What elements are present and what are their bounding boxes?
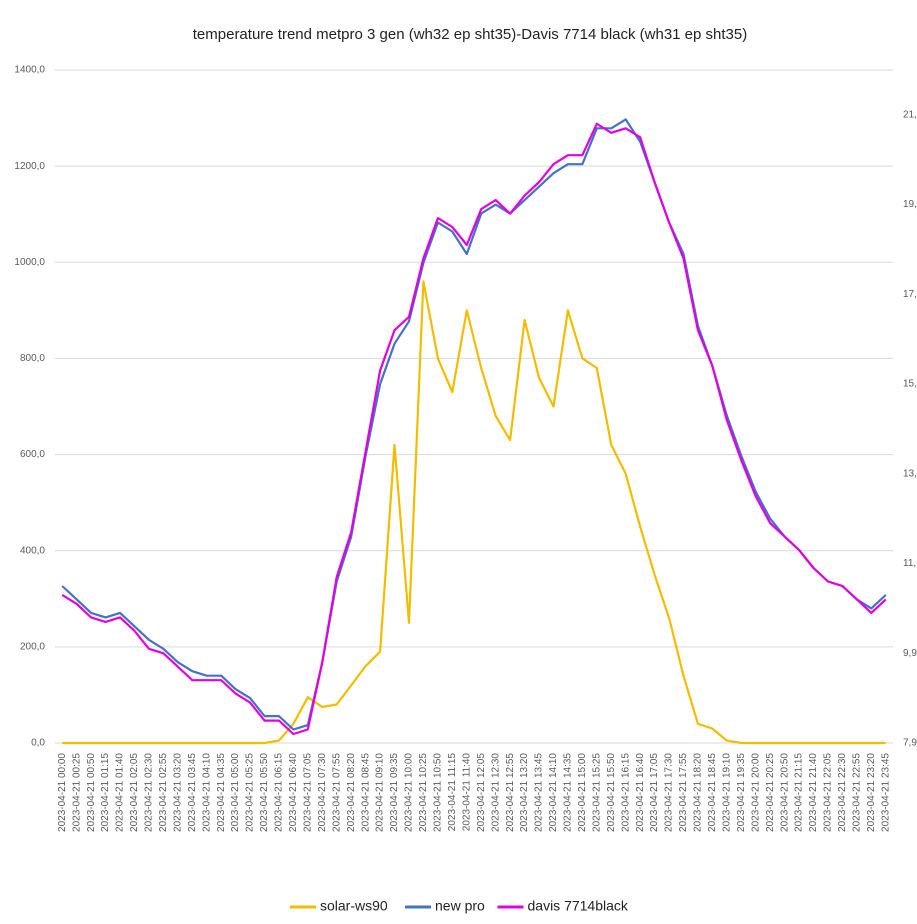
x-tick-label: 2023-04-21 17:05 <box>649 753 660 832</box>
x-tick-label: 2023-04-21 18:45 <box>707 753 718 832</box>
x-tick-label: 2023-04-21 10:50 <box>433 753 444 832</box>
x-tick-label: 2023-04-21 07:30 <box>317 753 328 832</box>
x-tick-label: 2023-04-21 08:20 <box>346 753 357 832</box>
x-tick-label: 2023-04-21 07:05 <box>302 753 313 832</box>
x-tick-label: 2023-04-21 02:55 <box>158 753 169 832</box>
y2-tick-label: 9,9 <box>903 648 917 659</box>
y-tick-label: 0,0 <box>31 738 45 749</box>
legend-label: solar-ws90 <box>320 898 388 914</box>
x-tick-label: 2023-04-21 19:10 <box>721 753 732 832</box>
y2-tick-label: 19, <box>903 199 917 210</box>
x-tick-label: 2023-04-21 10:25 <box>418 753 429 832</box>
series-line <box>61 118 887 731</box>
x-tick-label: 2023-04-21 15:25 <box>591 753 602 832</box>
x-tick-label: 2023-04-21 03:20 <box>172 753 183 832</box>
x-tick-label: 2023-04-21 13:45 <box>534 753 545 832</box>
x-tick-label: 2023-04-21 07:55 <box>331 753 342 832</box>
x-tick-label: 2023-04-21 16:15 <box>620 753 631 832</box>
x-tick-label: 2023-04-21 14:35 <box>563 753 574 832</box>
x-tick-label: 2023-04-21 09:10 <box>375 753 386 832</box>
chart-title: temperature trend metpro 3 gen (wh32 ep … <box>193 26 747 43</box>
x-tick-label: 2023-04-21 17:30 <box>664 753 675 832</box>
legend: solar-ws90 new pro davis 7714black <box>290 898 629 914</box>
y2-tick-label: 13, <box>903 468 917 479</box>
x-tick-label: 2023-04-21 04:10 <box>201 753 212 832</box>
x-tick-label: 2023-04-21 15:50 <box>606 753 617 832</box>
y-tick-label: 600,0 <box>20 449 45 460</box>
x-tick-label: 2023-04-21 03:45 <box>187 753 198 832</box>
x-tick-label: 2023-04-21 11:40 <box>461 753 472 832</box>
y-tick-label: 800,0 <box>20 353 45 364</box>
x-tick-label: 2023-04-21 11:15 <box>447 753 458 832</box>
y2-tick-label: 17, <box>903 289 917 300</box>
y2-tick-label: 11, <box>903 558 916 569</box>
x-tick-label: 2023-04-21 20:50 <box>779 753 790 832</box>
legend-label: new pro <box>435 898 485 914</box>
x-tick-label: 2023-04-21 21:15 <box>794 753 805 832</box>
x-tick-label: 2023-04-21 15:00 <box>577 753 588 832</box>
y2-tick-label: 21, <box>903 110 917 121</box>
y-tick-label: 1200,0 <box>14 161 45 172</box>
x-tick-label: 2023-04-21 00:00 <box>57 753 68 832</box>
x-tick-label: 2023-04-21 14:10 <box>548 753 559 832</box>
x-tick-label: 2023-04-21 05:25 <box>245 753 256 832</box>
x-tick-label: 2023-04-21 22:30 <box>837 753 848 832</box>
x-tick-label: 2023-04-21 21:40 <box>808 753 819 832</box>
y-tick-label: 1000,0 <box>14 257 45 268</box>
x-tick-label: 2023-04-21 01:15 <box>100 753 111 832</box>
y2-tick-label: 7,9 <box>903 738 917 749</box>
x-tick-label: 2023-04-21 12:55 <box>505 753 516 832</box>
x-tick-label: 2023-04-21 22:55 <box>852 753 863 832</box>
y-tick-label: 400,0 <box>20 545 45 556</box>
series-line <box>61 122 887 736</box>
y2-tick-label: 15, <box>903 379 917 390</box>
x-tick-label: 2023-04-21 06:40 <box>288 753 299 832</box>
x-tick-label: 2023-04-21 20:00 <box>750 753 761 832</box>
series-line <box>62 280 886 745</box>
x-tick-label: 2023-04-21 23:45 <box>880 753 891 832</box>
y-tick-label: 200,0 <box>20 641 45 652</box>
x-tick-label: 2023-04-21 17:55 <box>678 753 689 832</box>
x-tick-label: 2023-04-21 05:50 <box>259 753 270 832</box>
x-tick-label: 2023-04-21 09:35 <box>389 753 400 832</box>
x-tick-label: 2023-04-21 05:00 <box>230 753 241 832</box>
x-tick-label: 2023-04-21 06:15 <box>274 753 285 832</box>
x-tick-label: 2023-04-21 00:50 <box>86 753 97 832</box>
x-tick-label: 2023-04-21 20:25 <box>765 753 776 832</box>
x-tick-label: 2023-04-21 23:20 <box>866 753 877 832</box>
x-tick-label: 2023-04-21 16:40 <box>635 753 646 832</box>
y-tick-label: 1400,0 <box>14 65 45 76</box>
x-tick-label: 2023-04-21 00:25 <box>71 753 82 832</box>
x-tick-label: 2023-04-21 12:05 <box>476 753 487 832</box>
x-tick-label: 2023-04-21 22:05 <box>823 753 834 832</box>
x-tick-label: 2023-04-21 10:00 <box>404 753 415 832</box>
x-tick-label: 2023-04-21 18:20 <box>693 753 704 832</box>
x-tick-label: 2023-04-21 01:40 <box>115 753 126 832</box>
x-tick-label: 2023-04-21 13:20 <box>519 753 530 832</box>
x-tick-label: 2023-04-21 08:45 <box>360 753 371 832</box>
x-tick-label: 2023-04-21 04:35 <box>216 753 227 832</box>
x-tick-label: 2023-04-21 02:05 <box>129 753 140 832</box>
legend-label: davis 7714black <box>528 898 629 914</box>
x-tick-label: 2023-04-21 19:35 <box>736 753 747 832</box>
x-tick-label: 2023-04-21 02:30 <box>144 753 155 832</box>
x-tick-label: 2023-04-21 12:30 <box>490 753 501 832</box>
